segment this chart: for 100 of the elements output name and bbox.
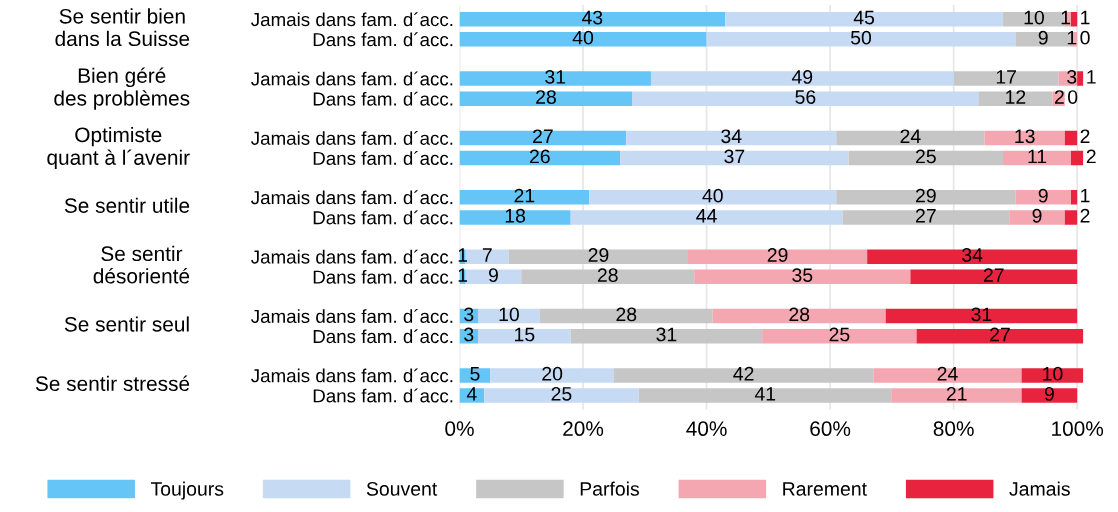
data-label: 18 xyxy=(505,208,526,223)
data-label: 41 xyxy=(754,387,776,401)
data-label: 4 xyxy=(466,387,477,401)
x-tick-label: 100% xyxy=(1052,421,1104,437)
text: Bien géré des problèmes xyxy=(54,67,190,110)
data-label: 3 xyxy=(464,327,474,342)
y-tick-label: Dans fam. d´acc. xyxy=(313,388,453,403)
data-label: 5 xyxy=(470,367,480,381)
data-label: 15 xyxy=(515,327,535,342)
x-tick-label: 20% xyxy=(563,421,604,437)
y-tick-label: Dans fam. d´acc. xyxy=(313,210,453,225)
data-label: 24 xyxy=(900,129,921,143)
y-tick-label: Dans fam. d´acc. xyxy=(313,269,453,284)
text: Se sentir seul xyxy=(64,316,189,332)
y-tick-label: Dans fam. d´acc. xyxy=(313,32,453,47)
data-label: 9 xyxy=(1038,30,1048,45)
data-label: 28 xyxy=(536,90,556,104)
y-tick-label: Jamais dans fam. d´acc. xyxy=(251,190,453,205)
text: Optimiste quant à l´avenir xyxy=(47,126,190,170)
data-label: 29 xyxy=(588,248,609,262)
text: Se sentir désorienté xyxy=(93,245,190,284)
data-label: 2 xyxy=(1080,208,1090,223)
data-label: 25 xyxy=(916,149,936,164)
data-label: 40 xyxy=(702,188,723,203)
x-tick-label: 0% xyxy=(445,421,474,437)
text: Se sentir bien dans la Suisse xyxy=(55,8,190,47)
legend-label: Toujours xyxy=(150,481,224,500)
y-tick-label: Jamais dans fam. d´acc. xyxy=(251,12,453,27)
x-tick-label: 80% xyxy=(933,421,974,437)
data-label: 9 xyxy=(488,268,498,283)
data-label: 31 xyxy=(971,307,992,322)
data-label: 3 xyxy=(464,307,474,322)
data-label: 10 xyxy=(1024,10,1044,25)
data-label: 27 xyxy=(983,268,1004,282)
data-label: 1 xyxy=(1081,188,1090,203)
data-label: 1 xyxy=(1061,10,1071,25)
y-tick-label: Dans fam. d´acc. xyxy=(313,91,453,106)
data-label: 20 xyxy=(542,366,563,381)
data-label: 44 xyxy=(696,209,717,223)
data-label: 34 xyxy=(962,248,983,262)
data-label: 9 xyxy=(1038,188,1048,203)
x-tick-label: 40% xyxy=(686,421,727,437)
legend-label: Parfois xyxy=(580,481,640,496)
data-label: 34 xyxy=(721,129,742,144)
data-label: 49 xyxy=(791,70,813,84)
data-label: 3 xyxy=(1067,70,1077,84)
y-tick-label: Jamais dans fam. d´acc. xyxy=(251,71,453,86)
data-label: 40 xyxy=(572,30,594,45)
text: Se sentir stressé xyxy=(35,375,190,392)
data-label: 43 xyxy=(581,10,603,25)
data-label: 31 xyxy=(545,70,566,84)
data-label: 27 xyxy=(916,208,936,223)
data-label: 1 xyxy=(1081,10,1090,25)
data-label: 2 xyxy=(1080,129,1090,143)
data-label: 28 xyxy=(597,268,618,283)
data-label: 7 xyxy=(482,248,492,262)
data-label: 26 xyxy=(529,149,550,164)
data-label: 9 xyxy=(1032,208,1042,223)
data-label: 11 xyxy=(1028,149,1047,164)
data-label: 0 xyxy=(1080,30,1090,45)
data-label: 17 xyxy=(996,70,1016,84)
y-tick-label: Jamais dans fam. d´acc. xyxy=(251,249,453,264)
data-label: 1 xyxy=(1087,70,1096,84)
data-label: 2 xyxy=(1086,149,1096,164)
data-label: 0 xyxy=(1068,90,1078,104)
data-label: 29 xyxy=(767,248,788,262)
data-label: 42 xyxy=(733,366,754,381)
data-label: 35 xyxy=(792,268,813,283)
data-label: 31 xyxy=(656,327,677,342)
data-label: 29 xyxy=(916,188,936,203)
text: Se sentir utile xyxy=(64,197,190,213)
data-label: 28 xyxy=(616,307,637,322)
y-tick-label: Dans fam. d´acc. xyxy=(313,329,453,344)
legend-label: Rarement xyxy=(783,482,867,496)
data-label: 50 xyxy=(850,30,872,45)
data-label: 27 xyxy=(533,129,553,143)
data-label: 1 xyxy=(1067,30,1077,45)
data-label: 25 xyxy=(551,386,572,401)
data-label: 45 xyxy=(853,10,875,25)
data-label: 37 xyxy=(724,149,745,164)
data-label: 13 xyxy=(1015,129,1035,144)
y-tick-label: Jamais dans fam. d´acc. xyxy=(251,309,453,323)
data-label: 25 xyxy=(829,327,850,342)
data-label: 24 xyxy=(937,366,958,381)
data-label: 21 xyxy=(514,188,535,203)
legend-label: Souvent xyxy=(366,482,438,496)
data-label: 10 xyxy=(1043,366,1063,381)
data-label: 9 xyxy=(1044,386,1054,401)
data-label: 12 xyxy=(1006,90,1026,104)
data-label: 28 xyxy=(789,307,810,322)
y-tick-label: Jamais dans fam. d´acc. xyxy=(251,130,453,145)
x-tick-label: 60% xyxy=(810,421,851,437)
data-label: 21 xyxy=(946,386,967,401)
data-label: 10 xyxy=(499,307,519,322)
data-label: 56 xyxy=(795,90,816,104)
data-label: 2 xyxy=(1054,90,1064,104)
legend-label: Jamais xyxy=(1009,481,1070,496)
y-tick-label: Dans fam. d´acc. xyxy=(313,151,453,166)
y-tick-label: Jamais dans fam. d´acc. xyxy=(251,368,453,383)
data-label: 27 xyxy=(990,327,1010,342)
